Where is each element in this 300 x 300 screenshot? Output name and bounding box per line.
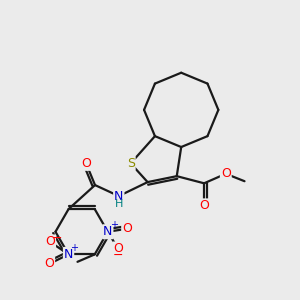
Text: S: S xyxy=(127,157,135,170)
Text: O: O xyxy=(113,242,123,256)
Text: O: O xyxy=(81,157,91,170)
Text: +: + xyxy=(110,220,118,230)
Text: O: O xyxy=(199,200,209,212)
Text: O: O xyxy=(45,236,55,248)
Text: N: N xyxy=(64,248,73,261)
Text: O: O xyxy=(44,257,54,270)
Text: H: H xyxy=(115,200,123,209)
Text: −: − xyxy=(51,232,62,245)
Text: O: O xyxy=(122,222,132,235)
Text: +: + xyxy=(70,243,79,253)
Text: O: O xyxy=(221,167,231,180)
Text: −: − xyxy=(113,249,123,262)
Text: N: N xyxy=(114,190,124,202)
Text: N: N xyxy=(103,225,112,238)
